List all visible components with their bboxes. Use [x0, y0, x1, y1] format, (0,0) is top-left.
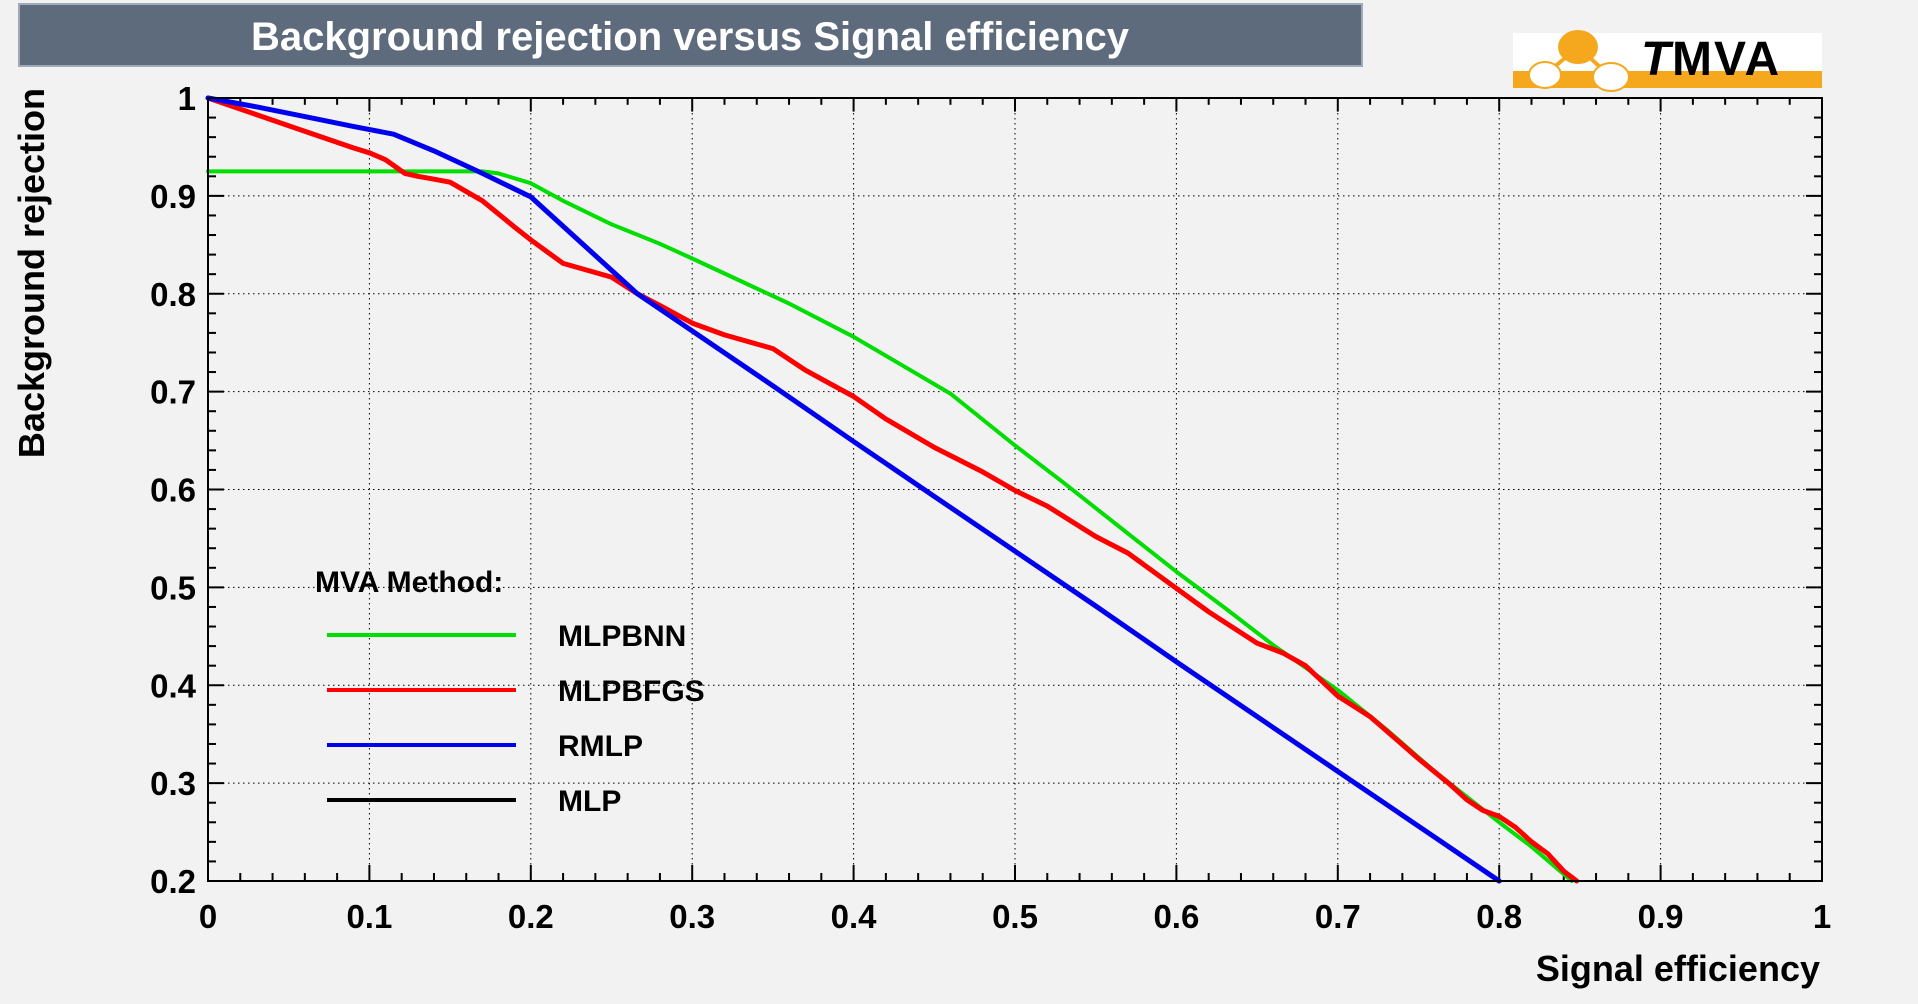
y-tick-label: 0.8 — [150, 276, 196, 313]
x-tick-label: 0.5 — [992, 898, 1038, 935]
legend-label-mlpbfgs: MLPBFGS — [558, 675, 705, 708]
x-tick-label: 0.1 — [346, 898, 392, 935]
logo-letter-t: T — [1641, 33, 1674, 86]
x-tick-label: 0 — [199, 898, 217, 935]
y-tick-label: 0.5 — [150, 569, 196, 606]
logo-letters-mva: MVA — [1672, 33, 1781, 86]
curve-mlpbfgs — [205, 95, 1580, 884]
y-tick-label: 0.4 — [150, 667, 197, 704]
x-tick-label: 1 — [1813, 898, 1831, 935]
plot-area: 0 0.1 0.2 0.3 0.4 0.5 0.6 0.7 0.8 0.9 1 0.2 0.3 0.4 0.… — [150, 80, 1831, 935]
legend-label-rmlp: RMLP — [558, 730, 643, 763]
y-tick-label: 0.3 — [150, 765, 196, 802]
y-tick-label: 1 — [178, 80, 196, 117]
curve-mlpbnn — [206, 169, 1574, 883]
x-tick-label: 0.2 — [508, 898, 554, 935]
x-tick-label: 0.9 — [1638, 898, 1684, 935]
plot-title-bar: Background rejection versus Signal effic… — [18, 3, 1363, 67]
y-tick-label: 0.6 — [150, 472, 196, 509]
legend-label-mlpbnn: MLPBNN — [558, 620, 686, 653]
plot-frame — [207, 97, 1823, 882]
x-tick-label: 0.8 — [1476, 898, 1522, 935]
x-tick-label: 0.6 — [1153, 898, 1199, 935]
x-tick-label: 0.4 — [831, 898, 878, 935]
y-tick-label: 0.7 — [150, 374, 196, 411]
x-tick-label: 0.7 — [1315, 898, 1361, 935]
page-title: Background rejection versus Signal effic… — [251, 15, 1130, 59]
x-tick-label: 0.3 — [669, 898, 715, 935]
y-tick-label: 0.2 — [150, 863, 196, 900]
x-axis-title: Signal efficiency — [1536, 948, 1820, 989]
legend-title: MVA Method: — [315, 566, 503, 599]
title-bar-box — [18, 3, 1363, 67]
logo-node-top-icon — [1558, 30, 1598, 64]
y-tick-label: 0.9 — [150, 178, 196, 215]
y-axis-title: Background rejection — [11, 88, 52, 458]
tmva-logo: T MVA — [1513, 30, 1822, 92]
legend: MVA Method: MLPBNN MLPBFGS RMLP MLP — [315, 566, 705, 818]
legend-label-mlp: MLP — [558, 785, 621, 818]
logo-node-right-icon — [1592, 62, 1630, 92]
curve-rmlp — [205, 95, 1502, 884]
logo-orange-band — [1513, 71, 1822, 88]
logo-node-left-icon — [1528, 61, 1562, 89]
